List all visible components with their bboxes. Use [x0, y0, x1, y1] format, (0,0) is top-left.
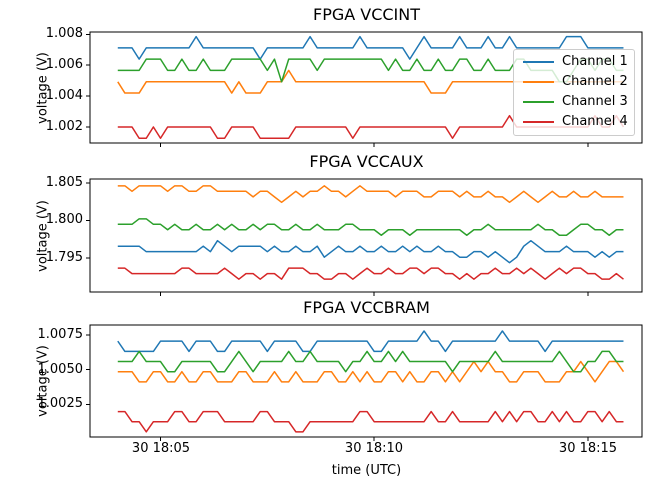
- y-tick-label: 1.800: [45, 212, 83, 228]
- legend-line-sample: [523, 61, 554, 63]
- legend-box: Channel 1 Channel 2 Channel 3 Channel 4: [513, 49, 635, 136]
- subplot-title-vccint: FPGA VCCINT: [312, 5, 421, 24]
- series-line-channel-3: [117, 350, 624, 373]
- y-tick-label: 1.008: [45, 26, 83, 42]
- x-tick-label-1815: 30 18:15: [558, 441, 618, 456]
- y-tick-label: 1.795: [45, 249, 83, 265]
- series-line-channel-2: [117, 185, 624, 204]
- series-line-channel-4: [117, 267, 624, 280]
- axes-background: [90, 179, 642, 292]
- legend-label: Channel 3: [562, 94, 628, 109]
- x-tick-label-1810: 30 18:10: [344, 441, 404, 456]
- legend-label: Channel 1: [562, 54, 628, 69]
- legend-line-sample: [523, 101, 554, 103]
- legend-item: Channel 4: [514, 112, 634, 132]
- series-line-channel-2: [117, 360, 625, 383]
- y-tick-label: 1.004: [45, 87, 83, 103]
- x-tick-label-1805: 30 18:05: [131, 441, 191, 456]
- axes-frame: [89, 178, 643, 293]
- legend-item: Channel 1: [514, 52, 634, 72]
- subplot-title-vccaux: FPGA VCCAUX: [309, 152, 424, 171]
- y-tick-label: 1.006: [45, 57, 83, 73]
- axes-frame: [89, 324, 643, 438]
- legend-label: Channel 4: [562, 114, 628, 129]
- legend-item: Channel 3: [514, 92, 634, 112]
- y-tick-label: 1.0050: [37, 361, 84, 377]
- legend-item: Channel 2: [514, 72, 634, 92]
- axes-frame: [89, 31, 643, 144]
- y-tick-label: 1.805: [45, 174, 83, 190]
- y-tick-label: 1.002: [45, 118, 83, 134]
- series-line-channel-1: [117, 330, 624, 353]
- y-tick-label: 1.0075: [37, 327, 84, 342]
- series-line-channel-4: [117, 410, 624, 433]
- legend-line-sample: [523, 121, 554, 123]
- series-line-channel-1: [117, 35, 624, 60]
- subplot-title-vccbram: FPGA VCCBRAM: [303, 298, 430, 317]
- x-axis-label: time (UTC): [331, 463, 402, 478]
- series-line-channel-1: [117, 239, 624, 264]
- series-line-channel-3: [117, 218, 624, 236]
- y-tick-label: 1.0025: [37, 396, 84, 412]
- legend-label: Channel 2: [562, 74, 628, 89]
- legend-line-sample: [523, 81, 554, 83]
